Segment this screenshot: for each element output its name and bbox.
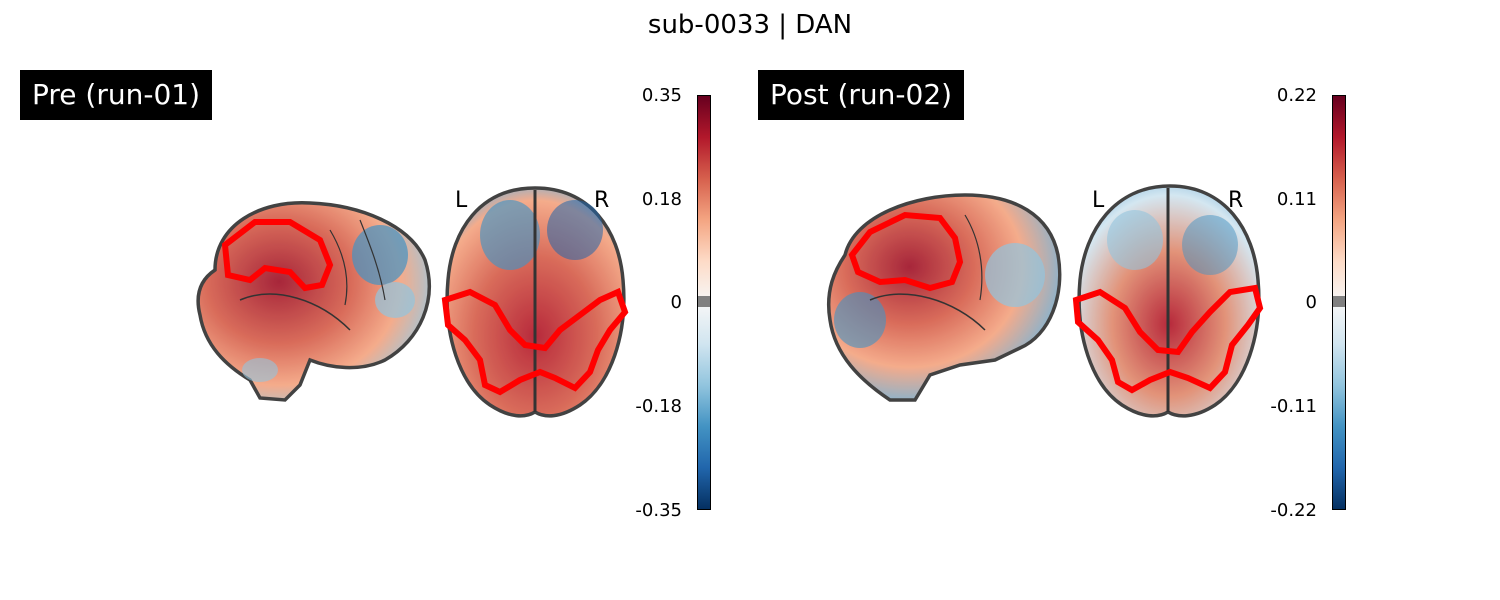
orientation-right-post: R — [1228, 188, 1244, 213]
roi-outline-axial-pre — [441, 287, 629, 396]
colorbar-tick-upper-pre: 0.18 — [641, 189, 682, 210]
colorbar-tick-max-post: 0.22 — [1276, 85, 1317, 106]
axial-view-pre — [441, 186, 629, 418]
glass-brain-post — [826, 184, 1264, 418]
colorbar-tick-min-post: -0.22 — [1270, 500, 1317, 521]
axial-view-post — [1072, 184, 1264, 418]
colorbar-tick-lower-post: -0.11 — [1270, 396, 1317, 417]
colorbar-tick-min-pre: -0.35 — [635, 500, 682, 521]
colorbar-pre — [697, 95, 711, 510]
colorbar-zero-band — [698, 296, 710, 307]
panel-post: Post (run-02) — [740, 0, 1440, 600]
glass-brain-pre — [196, 186, 629, 418]
colorbar-tick-zero-post: 0 — [1305, 292, 1317, 313]
roi-outline-axial-post — [1072, 284, 1264, 394]
colorbar-tick-lower-pre: -0.18 — [635, 396, 682, 417]
panel-label-pre: Pre (run-01) — [20, 70, 212, 120]
orientation-right-pre: R — [594, 188, 610, 213]
orientation-left-pre: L — [455, 188, 468, 213]
panel-pre: Pre (run-01) — [0, 0, 711, 600]
sagittal-view-post — [826, 193, 1062, 402]
colorbar-tick-zero-pre: 0 — [670, 292, 682, 313]
sagittal-view-pre — [196, 201, 431, 402]
roi-outline-sagittal-post — [848, 211, 964, 292]
colorbar-zero-band — [1333, 296, 1345, 307]
figure-title: sub-0033 | DAN — [647, 10, 853, 40]
orientation-left-post: L — [1092, 188, 1105, 213]
roi-outline-sagittal-pre — [221, 219, 334, 292]
panel-label-post: Post (run-02) — [758, 70, 965, 120]
colorbar-tick-max-pre: 0.35 — [641, 85, 682, 106]
colorbar-tick-upper-post: 0.11 — [1276, 189, 1317, 210]
colorbar-post — [1332, 95, 1346, 510]
